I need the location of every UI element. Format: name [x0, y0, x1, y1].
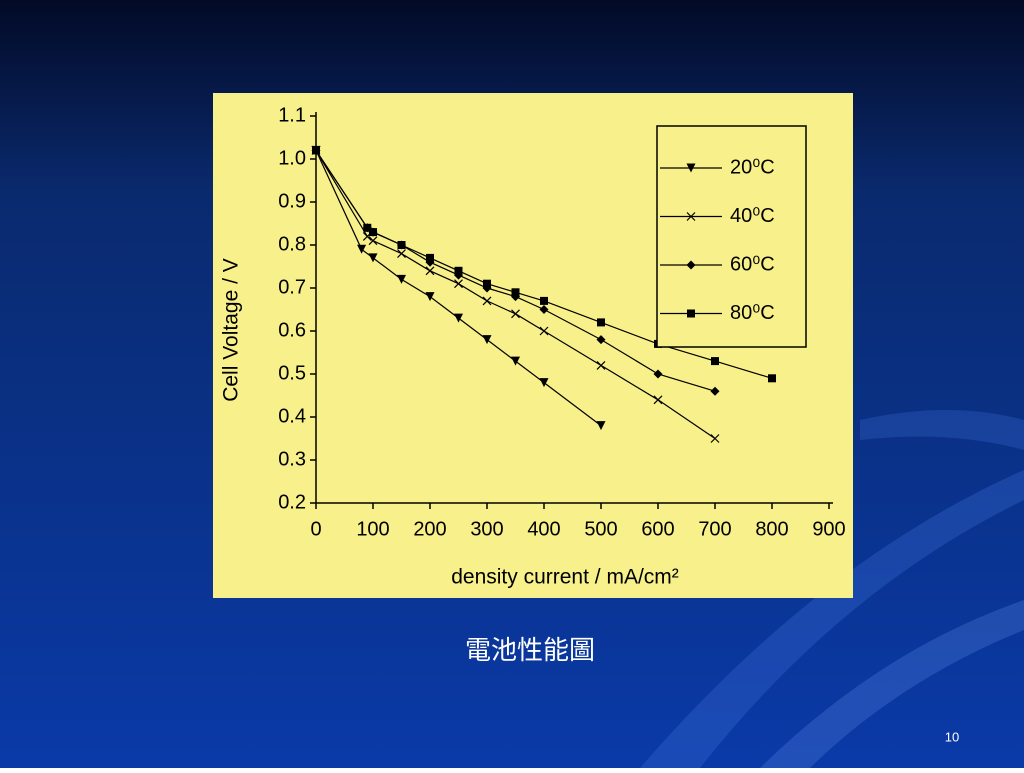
y-tick-label: 0.3 — [278, 448, 306, 470]
marker — [397, 241, 406, 249]
y-tick-label: 0.2 — [278, 491, 306, 513]
y-tick-label: 1.0 — [278, 147, 306, 169]
y-tick-label: 0.4 — [278, 405, 306, 427]
swoosh — [860, 410, 1024, 450]
marker — [539, 326, 549, 336]
y-tick-label: 0.6 — [278, 319, 306, 341]
marker — [596, 335, 606, 345]
x-tick-label: 200 — [413, 518, 446, 540]
marker — [397, 249, 406, 259]
legend-box — [656, 125, 807, 348]
marker — [597, 318, 605, 327]
marker — [687, 309, 695, 318]
marker — [511, 288, 520, 297]
swoosh — [640, 470, 1024, 768]
marker — [369, 228, 377, 237]
x-tick-label: 500 — [584, 518, 617, 540]
marker — [596, 360, 606, 370]
marker — [483, 279, 491, 288]
marker — [539, 378, 549, 388]
marker — [540, 296, 548, 305]
x-tick-label: 100 — [356, 518, 389, 540]
marker — [511, 356, 520, 366]
x-tick-label: 900 — [812, 518, 845, 540]
legend-label: 20⁰C — [730, 156, 775, 178]
marker — [711, 357, 719, 366]
x-tick-label: 0 — [310, 518, 321, 540]
x-tick-label: 600 — [641, 518, 674, 540]
marker — [710, 386, 720, 396]
marker — [368, 253, 378, 263]
marker — [686, 260, 696, 270]
page-number: 10 — [945, 729, 959, 744]
y-tick-label: 0.7 — [278, 276, 306, 298]
legend: 20⁰C 40⁰C 60⁰C 80⁰C — [660, 156, 775, 324]
y-tick-label: 0.5 — [278, 362, 306, 384]
series-line — [315, 150, 602, 427]
marker — [312, 146, 320, 155]
y-tick-label: 0.9 — [278, 190, 306, 212]
x-tick-label: 700 — [698, 518, 731, 540]
x-tick-label: 400 — [527, 518, 560, 540]
marker — [368, 236, 378, 246]
marker — [454, 266, 463, 275]
marker — [511, 309, 520, 319]
marker — [596, 421, 606, 431]
marker — [768, 374, 776, 383]
caption: 電池性能圖 — [465, 636, 595, 666]
marker — [425, 292, 435, 302]
y-tick-label: 0.8 — [278, 233, 306, 255]
marker — [425, 266, 435, 276]
chart: 0.2 0.3 0.4 0.5 0.6 0.7 0.8 0.9 1.0 1.1 0 100 200 300… — [278, 104, 846, 540]
marker — [357, 244, 367, 254]
marker — [363, 223, 372, 232]
legend-label: 40⁰C — [730, 205, 775, 227]
y-tick-label: 1.1 — [278, 104, 306, 126]
marker — [482, 296, 492, 306]
marker — [653, 369, 663, 379]
marker — [482, 335, 492, 345]
legend-label: 80⁰C — [730, 302, 775, 324]
marker — [426, 253, 434, 262]
marker — [454, 313, 463, 323]
y-axis-label: Cell Voltage / V — [220, 258, 243, 402]
marker — [653, 395, 663, 405]
x-tick-label: 300 — [470, 518, 503, 540]
marker — [539, 305, 549, 314]
marker — [454, 279, 463, 289]
x-tick-label: 800 — [755, 518, 788, 540]
swoosh — [760, 600, 1024, 768]
marker — [686, 212, 696, 221]
marker — [397, 274, 406, 284]
marker — [710, 434, 720, 443]
x-axis-label: density current / mA/cm² — [451, 566, 679, 589]
legend-label: 60⁰C — [730, 253, 775, 275]
marker — [686, 163, 696, 173]
